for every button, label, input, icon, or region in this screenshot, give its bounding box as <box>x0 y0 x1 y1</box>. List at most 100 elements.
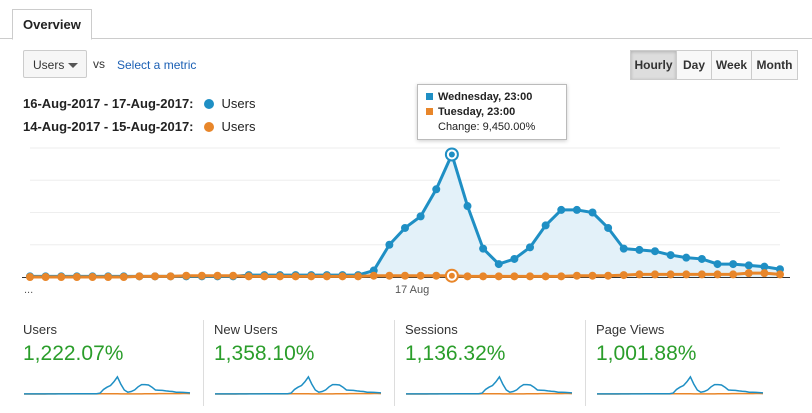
data-point-previous <box>401 271 409 280</box>
data-point-current <box>416 212 425 221</box>
data-point-current <box>666 251 675 260</box>
hover-point-current-core <box>448 151 455 158</box>
data-point-previous <box>729 270 738 279</box>
data-point-previous <box>135 272 144 281</box>
data-point-previous <box>651 270 659 279</box>
data-point-previous <box>229 271 238 280</box>
data-point-previous <box>88 273 97 281</box>
scorecard-title: New Users <box>214 322 278 337</box>
legend-row-previous: 14-Aug-2017 - 15-Aug-2017: Users <box>23 119 255 134</box>
legend-row-current: 16-Aug-2017 - 17-Aug-2017: Users <box>23 96 255 111</box>
data-point-previous <box>432 271 441 280</box>
legend-range-previous: 14-Aug-2017 - 15-Aug-2017: <box>23 119 194 134</box>
line-chart <box>22 147 790 283</box>
x-axis-mid-label: 17 Aug <box>395 284 430 296</box>
data-point-current <box>744 261 753 270</box>
granularity-week-button[interactable]: Week <box>711 50 752 80</box>
scorecard-value: 1,358.10% <box>214 342 315 365</box>
scorecard-sparkline <box>406 375 573 395</box>
sparkline-current <box>406 375 573 395</box>
data-point-previous <box>697 270 706 279</box>
scorecard-sessions[interactable]: Sessions 1,136.32% <box>394 320 585 406</box>
metric-select[interactable]: Users <box>23 50 87 78</box>
data-point-previous <box>369 271 378 280</box>
scorecard-title: Sessions <box>405 322 458 337</box>
granularity-day-button[interactable]: Day <box>676 50 712 80</box>
vs-label: vs <box>93 57 105 71</box>
legend-dot-current <box>203 99 214 109</box>
data-point-previous <box>72 273 81 281</box>
data-point-current <box>713 260 722 269</box>
data-point-current <box>463 202 472 211</box>
scorecard-users[interactable]: Users 1,222.07% <box>23 320 214 406</box>
data-point-previous <box>760 269 769 278</box>
data-point-current <box>697 254 706 263</box>
data-point-current <box>494 260 503 269</box>
data-point-previous <box>260 272 269 281</box>
data-point-previous <box>104 273 113 281</box>
data-point-current <box>541 221 550 230</box>
scorecard-value: 1,136.32% <box>405 342 506 365</box>
data-point-current <box>572 205 581 214</box>
data-point-previous <box>151 272 159 281</box>
data-point-current <box>604 223 613 232</box>
tooltip-secondary: Tuesday, 23:00 <box>438 106 516 118</box>
granularity-month-button[interactable]: Month <box>751 50 798 80</box>
tab-overview[interactable]: Overview <box>12 9 92 40</box>
data-point-previous <box>291 272 300 281</box>
data-point-current <box>651 247 659 256</box>
scorecard-value: 1,222.07% <box>23 342 124 365</box>
data-point-previous <box>182 271 191 280</box>
data-point-previous <box>197 271 206 280</box>
data-point-current <box>479 244 488 253</box>
scorecard-value: 1,001.88% <box>596 342 697 365</box>
data-point-previous <box>119 273 128 281</box>
data-point-previous <box>354 272 363 281</box>
data-point-previous <box>57 273 66 281</box>
tooltip-change: Change: 9,450.00% <box>438 121 536 133</box>
data-point-previous <box>619 271 628 280</box>
data-point-previous <box>572 271 581 280</box>
data-point-current <box>729 260 738 269</box>
sparkline-current <box>597 375 764 395</box>
data-point-previous <box>463 272 472 281</box>
data-point-previous <box>682 270 691 279</box>
data-point-current <box>557 205 566 214</box>
granularity-hourly-button[interactable]: Hourly <box>630 50 677 80</box>
data-point-previous <box>713 270 722 279</box>
series-area-current <box>30 154 780 277</box>
legend-dot-previous <box>203 122 214 132</box>
hover-point-previous-core <box>448 272 455 279</box>
tooltip-primary: Wednesday, 23:00 <box>438 91 533 103</box>
scorecard-sparkline <box>597 375 764 395</box>
data-point-previous <box>526 272 534 281</box>
data-point-previous <box>744 269 753 278</box>
data-point-previous <box>776 270 784 279</box>
scorecard-sparkline <box>24 375 191 395</box>
tooltip-blue-square-icon <box>426 93 433 100</box>
data-point-previous <box>541 272 550 281</box>
data-point-previous <box>385 271 394 280</box>
data-point-current <box>510 254 519 263</box>
data-point-previous <box>307 272 316 281</box>
scorecard-new-users[interactable]: New Users 1,358.10% <box>203 320 394 406</box>
scorecard-title: Users <box>23 322 57 337</box>
data-point-current <box>635 245 644 254</box>
data-point-previous <box>276 272 284 281</box>
data-point-previous <box>26 273 34 281</box>
data-point-previous <box>479 272 488 281</box>
data-point-previous <box>494 272 503 281</box>
tooltip-orange-square-icon <box>426 108 433 115</box>
data-point-previous <box>41 273 50 281</box>
metric-select-value: Users <box>33 58 65 72</box>
scorecard-title: Page Views <box>596 322 665 337</box>
scorecard-page-views[interactable]: Page Views 1,001.88% <box>585 320 776 406</box>
data-point-current <box>385 240 394 249</box>
select-metric-link[interactable]: Select a metric <box>117 58 197 72</box>
chevron-down-icon <box>68 63 78 68</box>
data-point-previous <box>338 272 347 281</box>
data-point-previous <box>635 270 644 279</box>
data-point-current <box>526 243 534 252</box>
data-point-previous <box>666 270 675 279</box>
chart-tooltip: Wednesday, 23:00 Tuesday, 23:00 Change: … <box>417 84 567 140</box>
